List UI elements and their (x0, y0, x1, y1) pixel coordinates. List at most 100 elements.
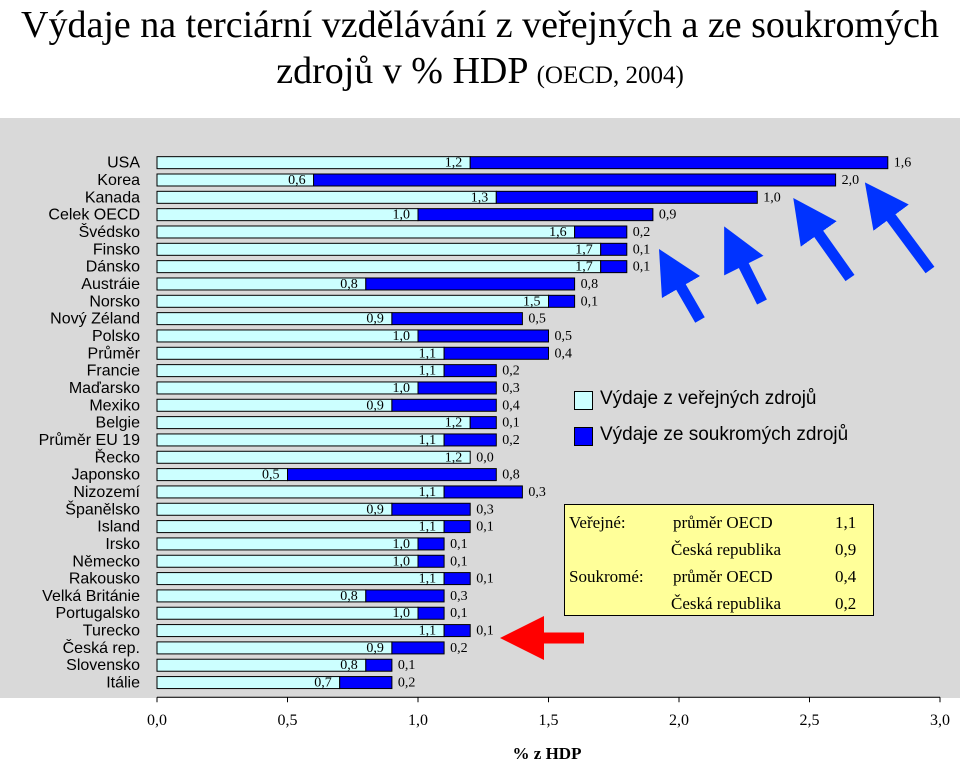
value-label-public: 0,6 (288, 173, 306, 188)
value-label-public: 1,2 (445, 450, 463, 465)
value-label-private: 0,5 (528, 312, 546, 327)
bar-private-row-15 (469, 416, 497, 430)
x-tick-label: 1,5 (539, 712, 559, 729)
chart-title-sub: (OECD, 2004) (536, 62, 684, 89)
value-label-public: 0,9 (366, 502, 384, 517)
bar-public-row-2 (156, 190, 497, 204)
legend-label-public: Výdaje z veřejných zdrojů (600, 388, 817, 409)
bar-public-row-25 (156, 589, 367, 603)
value-label-private: 2,0 (842, 173, 860, 188)
arrow-korea (793, 198, 855, 282)
arrow-usa (864, 182, 935, 274)
value-label-private: 0,1 (450, 606, 468, 621)
value-label-private: 0,1 (450, 537, 468, 552)
category-label: Celek OECD (48, 207, 140, 224)
category-label: USA (107, 155, 140, 172)
legend-item-private: Výdaje ze soukromých zdrojů (566, 424, 906, 450)
category-label: Průměr EU 19 (39, 431, 140, 449)
category-label: Norsko (89, 293, 140, 310)
bar-private-row-30 (339, 676, 393, 690)
bar-public-row-15 (156, 416, 471, 430)
category-label: Slovensko (66, 657, 140, 674)
category-label: Belgie (96, 415, 141, 432)
annotation-arrows (500, 182, 935, 660)
bar-public-row-20 (156, 502, 393, 516)
category-label: Rakousko (69, 571, 140, 588)
bar-public-row-27 (156, 624, 445, 638)
bar-private-row-6 (600, 260, 628, 274)
value-label-public: 1,1 (419, 433, 437, 448)
value-label-public: 0,9 (366, 641, 384, 656)
value-label-public: 1,0 (393, 606, 411, 621)
category-label: Mexiko (89, 397, 140, 414)
value-label-public: 1,0 (393, 329, 411, 344)
bar-private-row-5 (600, 242, 628, 256)
bar-private-row-4 (574, 225, 628, 239)
value-label-private: 0,2 (398, 676, 416, 691)
value-label-private: 0,1 (633, 242, 651, 257)
category-label: Maďarsko (69, 380, 140, 397)
value-label-private: 0,2 (502, 433, 520, 448)
value-label-public: 0,9 (366, 398, 384, 413)
value-label-private: 0,1 (450, 554, 468, 569)
bar-private-row-8 (548, 294, 576, 308)
bar-public-row-26 (156, 606, 419, 620)
chart-title-main: Výdaje na terciární vzdělávání z veřejný… (21, 4, 939, 92)
value-label-private: 1,6 (894, 156, 912, 171)
arrow-oecd (659, 248, 705, 323)
category-label: Nizozemí (73, 484, 140, 501)
value-label-public: 1,1 (419, 572, 437, 587)
value-label-private: 0,1 (633, 260, 651, 275)
category-label: Turecko (83, 623, 140, 640)
category-label: Švédsko (79, 222, 140, 241)
chart-title: Výdaje na terciární vzdělávání z veřejný… (0, 2, 960, 99)
value-label-private: 0,1 (581, 294, 599, 309)
bar-public-row-6 (156, 260, 602, 274)
bar-public-row-12 (156, 364, 445, 378)
arrow-kanada (724, 226, 767, 305)
value-label-public: 0,8 (340, 589, 358, 604)
value-label-private: 0,2 (633, 225, 651, 240)
value-label-private: 0,3 (528, 485, 546, 500)
value-label-public: 1,0 (393, 537, 411, 552)
bar-public-row-28 (156, 641, 393, 655)
summary-public-label: Veřejné: (569, 513, 626, 532)
bar-private-row-12 (443, 364, 497, 378)
bar-public-row-22 (156, 537, 419, 551)
bar-private-row-18 (287, 468, 497, 482)
category-label: Řecko (95, 447, 140, 466)
value-label-public: 1,1 (419, 624, 437, 639)
bar-private-row-29 (365, 658, 393, 672)
value-label-private: 0,1 (476, 624, 494, 639)
x-tick-label: 0,0 (147, 712, 167, 729)
value-label-public: 1,6 (549, 225, 567, 240)
summary-private-cz-value: 0,2 (835, 594, 857, 613)
category-label: Dánsko (86, 259, 140, 276)
bar-private-row-20 (391, 502, 471, 516)
bar-private-row-0 (469, 156, 889, 170)
category-label: Velká Británie (42, 588, 140, 605)
value-label-public: 1,5 (523, 294, 541, 309)
value-label-private: 0,1 (398, 658, 416, 673)
value-label-private: 0,8 (502, 468, 520, 483)
bar-public-row-30 (156, 676, 341, 690)
bar-private-row-23 (417, 554, 445, 568)
bar-private-row-11 (443, 346, 550, 360)
x-tick-label: 0,5 (278, 712, 298, 729)
value-label-private: 0,8 (581, 277, 599, 292)
value-label-private: 0,3 (476, 502, 494, 517)
value-label-public: 1,0 (393, 554, 411, 569)
bar-public-row-16 (156, 433, 445, 447)
category-label: Průměr (88, 344, 141, 362)
value-label-public: 1,7 (575, 260, 593, 275)
value-label-private: 1,0 (763, 190, 781, 205)
summary-private-oecd-value: 0,4 (835, 567, 857, 586)
value-label-public: 0,8 (340, 658, 358, 673)
bar-private-row-22 (417, 537, 445, 551)
bar-private-row-3 (417, 208, 654, 222)
summary-private-label: Soukromé: (569, 567, 644, 586)
bar-private-row-13 (417, 381, 497, 395)
legend-label-private: Výdaje ze soukromých zdrojů (600, 424, 849, 445)
